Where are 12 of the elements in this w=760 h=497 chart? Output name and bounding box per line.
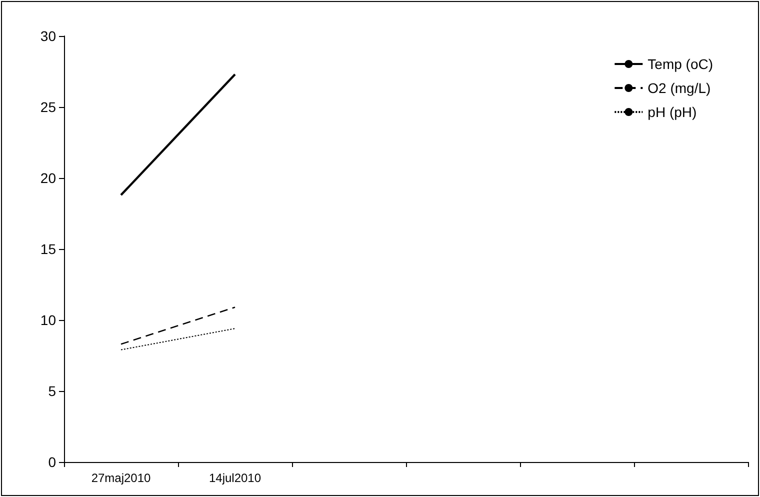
legend-label: pH (pH) [648, 104, 697, 120]
y-tick-label: 30 [40, 28, 56, 44]
y-tick-label: 10 [40, 312, 56, 328]
legend-label: Temp (oC) [648, 56, 714, 72]
x-tick-label: 14jul2010 [208, 471, 262, 485]
y-tick-label: 0 [48, 454, 56, 470]
y-tick-label: 20 [40, 170, 56, 186]
x-tick-label: 27maj2010 [91, 471, 152, 485]
y-tick-label: 15 [40, 241, 56, 257]
legend-label: O2 (mg/L) [648, 80, 711, 96]
y-tick-label: 25 [40, 99, 56, 115]
y-tick-label: 5 [48, 383, 56, 399]
